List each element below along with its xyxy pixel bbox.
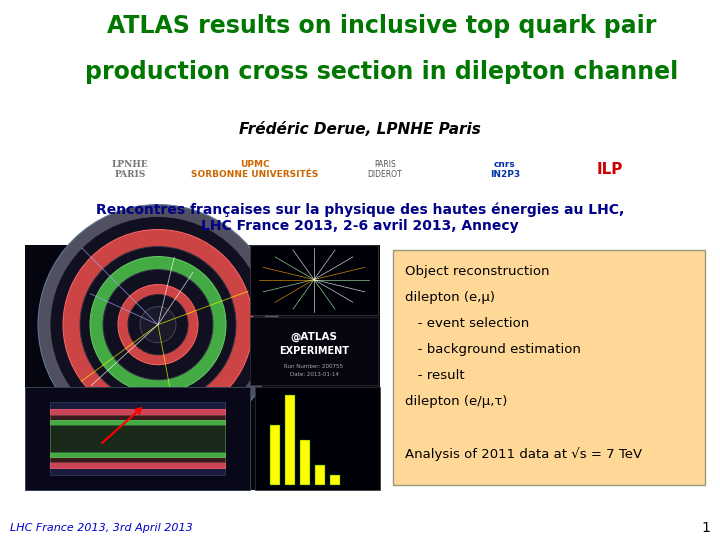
Circle shape <box>80 247 236 403</box>
Circle shape <box>63 230 253 420</box>
Text: dilepton (e/μ,τ): dilepton (e/μ,τ) <box>405 395 508 408</box>
Text: PARIS
DIDEROT: PARIS DIDEROT <box>368 160 402 179</box>
Bar <box>50 415 225 462</box>
Text: production cross section in dilepton channel: production cross section in dilepton cha… <box>85 59 678 84</box>
Bar <box>50 409 225 468</box>
Circle shape <box>90 256 226 393</box>
Text: LHC France 2013, 2-6 avril 2013, Annecy: LHC France 2013, 2-6 avril 2013, Annecy <box>201 219 519 233</box>
Text: Frédéric Derue, LPNHE Paris: Frédéric Derue, LPNHE Paris <box>239 122 481 137</box>
Bar <box>50 420 225 457</box>
Text: Run Number: 200755: Run Number: 200755 <box>284 364 343 369</box>
Bar <box>393 249 705 485</box>
Circle shape <box>128 295 188 355</box>
Text: UPMC
SORBONNE UNIVERSITÉS: UPMC SORBONNE UNIVERSITÉS <box>192 160 319 179</box>
Circle shape <box>38 205 278 445</box>
Circle shape <box>103 269 213 380</box>
Text: @ATLAS: @ATLAS <box>290 332 338 342</box>
Text: cnrs
IN2P3: cnrs IN2P3 <box>490 160 520 179</box>
Text: 1: 1 <box>701 521 710 535</box>
Text: ATLAS results on inclusive top quark pair: ATLAS results on inclusive top quark pai… <box>107 15 657 38</box>
Bar <box>315 465 325 485</box>
Text: Object reconstruction: Object reconstruction <box>405 265 549 278</box>
Text: - background estimation: - background estimation <box>405 343 581 356</box>
Bar <box>255 387 380 490</box>
Text: LHC France 2013, 3rd April 2013: LHC France 2013, 3rd April 2013 <box>10 523 193 533</box>
Text: Rencontres françaises sur la physique des hautes énergies au LHC,: Rencontres françaises sur la physique de… <box>96 202 624 217</box>
Bar <box>50 425 225 452</box>
Text: EXPERIMENT: EXPERIMENT <box>279 346 349 356</box>
Text: Analysis of 2011 data at √s = 7 TeV: Analysis of 2011 data at √s = 7 TeV <box>405 447 642 461</box>
Text: LPNHE
PARIS: LPNHE PARIS <box>112 160 148 179</box>
Bar <box>250 245 378 315</box>
Circle shape <box>140 307 176 343</box>
Circle shape <box>118 285 198 365</box>
Bar <box>25 245 380 490</box>
Bar <box>50 402 225 475</box>
Text: - result: - result <box>405 369 464 382</box>
Bar <box>270 425 280 485</box>
Text: - event selection: - event selection <box>405 317 529 330</box>
Bar <box>25 387 250 490</box>
Bar <box>330 475 340 485</box>
Text: dilepton (e,μ): dilepton (e,μ) <box>405 291 495 304</box>
Text: ILP: ILP <box>597 162 624 177</box>
Bar <box>250 316 378 384</box>
Text: Date: 2013-01-14: Date: 2013-01-14 <box>289 372 338 377</box>
Bar <box>300 440 310 485</box>
Bar <box>285 395 295 485</box>
Circle shape <box>50 217 266 433</box>
